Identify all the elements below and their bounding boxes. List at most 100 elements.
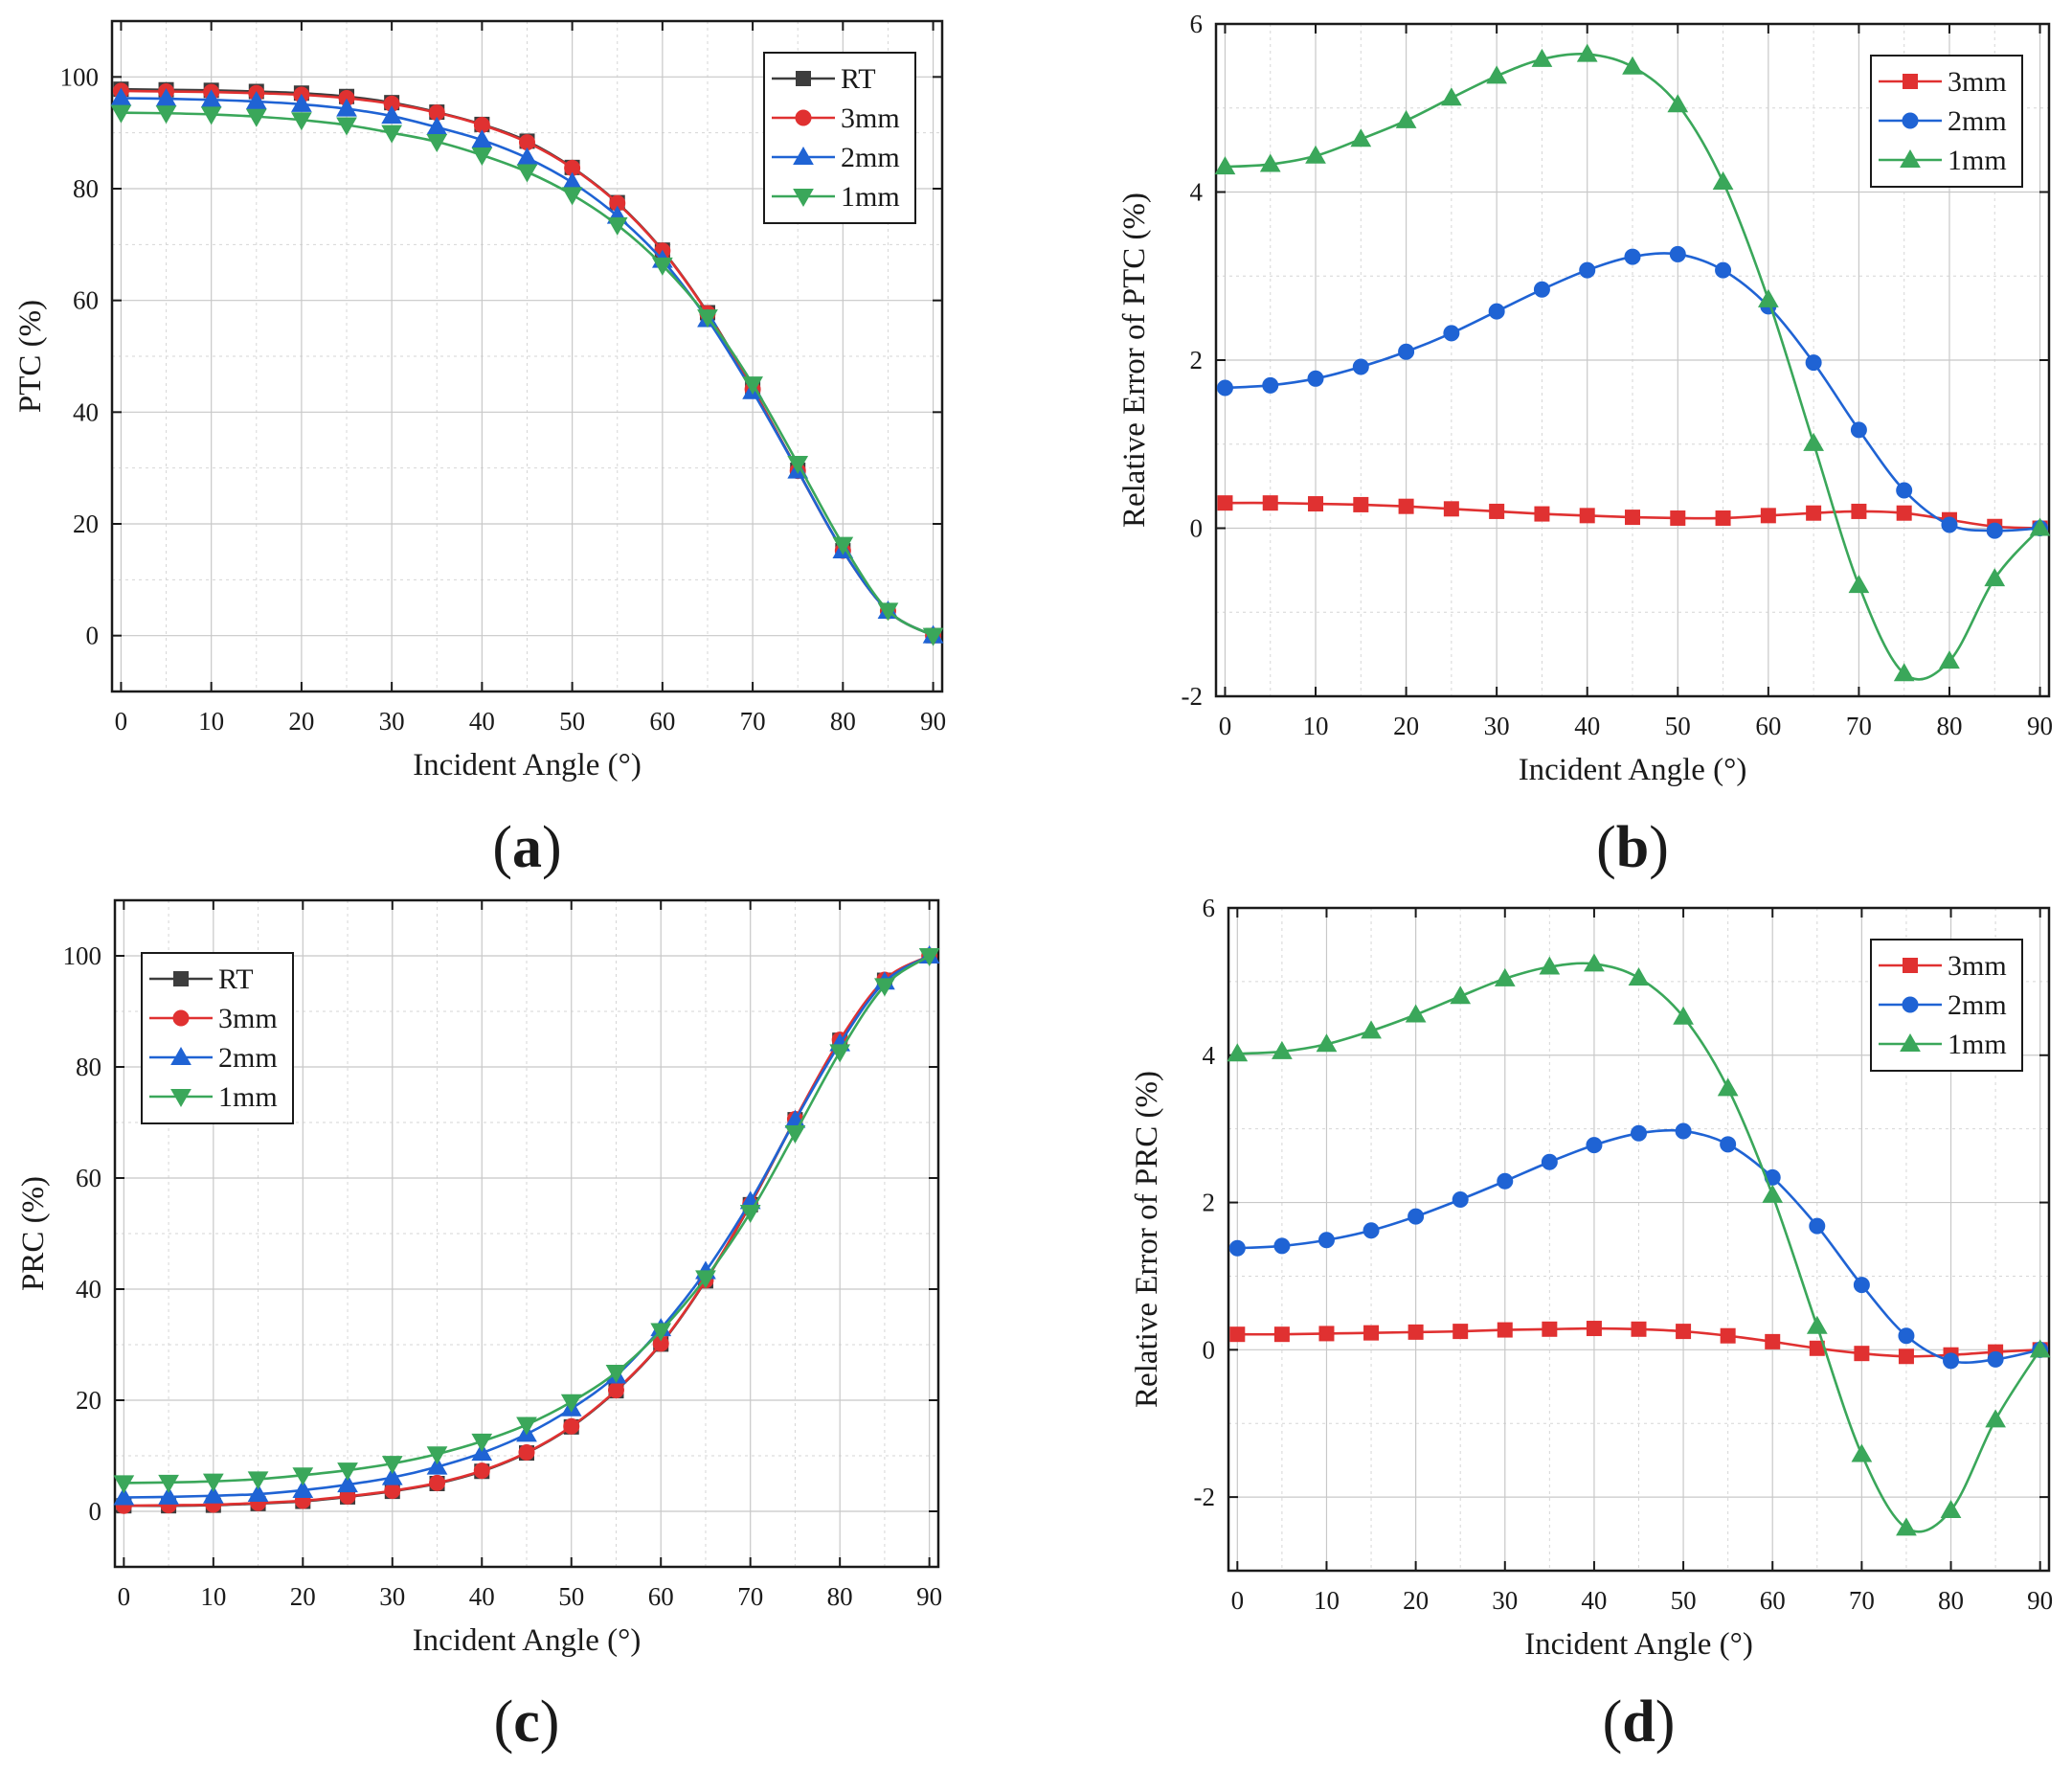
data-point-2mm bbox=[1805, 354, 1822, 372]
data-point-2mm bbox=[1941, 516, 1958, 533]
x-tick-label: 40 bbox=[469, 707, 495, 736]
data-point-2mm bbox=[245, 90, 267, 109]
data-point-1mm bbox=[155, 105, 177, 125]
data-point-1mm bbox=[1848, 575, 1870, 594]
x-tick-label: 0 bbox=[1231, 1586, 1245, 1615]
x-tick-label: 20 bbox=[1403, 1586, 1429, 1615]
data-point-1mm bbox=[605, 1365, 627, 1384]
x-tick-label: 0 bbox=[115, 707, 128, 736]
data-point-1mm bbox=[1712, 170, 1734, 190]
data-point-2mm bbox=[426, 1456, 448, 1475]
data-point-2mm bbox=[1987, 1350, 2004, 1368]
panel-label: (a) bbox=[492, 815, 561, 880]
data-point-1mm bbox=[606, 216, 628, 236]
data-point-1mm bbox=[200, 106, 222, 125]
legend-marker-3mm bbox=[1903, 958, 1918, 973]
x-tick-label: 30 bbox=[379, 707, 405, 736]
data-point-1mm bbox=[2029, 517, 2051, 536]
x-tick-label: 40 bbox=[1581, 1586, 1607, 1615]
data-point-3mm bbox=[1318, 1326, 1335, 1342]
data-point-1mm bbox=[381, 1456, 403, 1475]
plot-frame bbox=[1227, 906, 2051, 1573]
data-point-1mm bbox=[787, 456, 809, 475]
x-tick-label: 30 bbox=[379, 1582, 405, 1611]
data-point-2mm bbox=[1488, 303, 1505, 320]
y-tick-label: -2 bbox=[1194, 1483, 1216, 1511]
grid-lines bbox=[1216, 23, 2049, 697]
data-point-2mm bbox=[1352, 358, 1369, 375]
data-point-1mm bbox=[516, 164, 538, 183]
data-point-1mm bbox=[832, 536, 854, 555]
data-point-2mm bbox=[1720, 1136, 1737, 1153]
data-point-1mm bbox=[695, 1270, 716, 1289]
legend-marker-2mm bbox=[1902, 112, 1919, 129]
data-point-1mm bbox=[426, 134, 448, 153]
data-point-3mm bbox=[1534, 506, 1550, 522]
data-point-2mm bbox=[516, 147, 538, 166]
data-point-1mm bbox=[158, 1474, 179, 1493]
data-point-1mm bbox=[1806, 1315, 1828, 1334]
data-point-2mm bbox=[1443, 325, 1460, 342]
data-point-1mm bbox=[1803, 432, 1824, 451]
data-point-1mm bbox=[1762, 1184, 1784, 1203]
x-tick-label: 90 bbox=[2027, 712, 2053, 740]
data-point-3mm bbox=[1765, 1333, 1781, 1349]
data-point-3mm bbox=[1670, 510, 1686, 526]
data-point-3mm bbox=[1489, 503, 1505, 519]
data-point-2mm bbox=[1853, 1277, 1870, 1294]
x-tick-label: 40 bbox=[1574, 712, 1600, 740]
legend-label: 2mm bbox=[1948, 105, 2007, 137]
chart-panel-d: 0 10 20 30 40 50 60 70 80 90 -2 0 2 4 6 Incident Angle … bbox=[1130, 894, 2053, 1755]
data-point-1mm bbox=[292, 1467, 314, 1486]
data-point-3mm bbox=[518, 1444, 535, 1462]
legend-label: 2mm bbox=[1948, 989, 2007, 1021]
data-point-1mm bbox=[1851, 1443, 1873, 1462]
data-point-3mm bbox=[1898, 1349, 1914, 1365]
legend-marker-RT bbox=[796, 71, 811, 86]
data-point-3mm bbox=[1720, 1327, 1736, 1344]
x-tick-label: 80 bbox=[827, 1582, 853, 1611]
data-point-1mm bbox=[202, 1473, 224, 1492]
legend-label: RT bbox=[218, 963, 254, 995]
data-point-3mm bbox=[1625, 510, 1640, 526]
data-point-3mm bbox=[1715, 510, 1731, 526]
y-tick-label: 20 bbox=[73, 510, 99, 538]
data-point-1mm bbox=[651, 257, 673, 276]
data-point-1mm bbox=[110, 104, 132, 124]
y-tick-label: 0 bbox=[1203, 1335, 1216, 1364]
legend-marker-1mm bbox=[170, 1089, 191, 1108]
x-tick-label: 60 bbox=[1760, 1586, 1786, 1615]
data-point-1mm bbox=[1667, 94, 1689, 113]
data-point-1mm bbox=[471, 147, 493, 167]
x-tick-label: 40 bbox=[469, 1582, 495, 1611]
data-point-3mm bbox=[1353, 496, 1369, 512]
legend: RT 3mm 2mm 1mm bbox=[763, 52, 916, 224]
data-point-1mm bbox=[1622, 56, 1643, 75]
legend-label: 3mm bbox=[841, 102, 900, 134]
chart-panel-b: 0 10 20 30 40 50 60 70 80 90 -2 0 2 4 6 Incident Angle … bbox=[1117, 10, 2053, 880]
data-point-1mm bbox=[426, 1446, 448, 1465]
x-tick-label: 90 bbox=[920, 707, 946, 736]
panel-label: (c) bbox=[494, 1689, 560, 1755]
data-point-1mm bbox=[381, 125, 403, 144]
x-axis-title: Incident Angle (°) bbox=[413, 748, 642, 782]
series-1mm bbox=[110, 104, 944, 646]
legend: 3mm 2mm 1mm bbox=[1870, 939, 2023, 1072]
data-point-1mm bbox=[247, 1471, 269, 1490]
data-point-1mm bbox=[1214, 156, 1236, 175]
legend-marker-2mm bbox=[170, 1046, 191, 1065]
legend-marker-RT bbox=[173, 971, 189, 986]
x-tick-label: 30 bbox=[1484, 712, 1510, 740]
data-point-1mm bbox=[1395, 109, 1417, 128]
legend-marker-1mm bbox=[793, 189, 814, 208]
data-point-3mm bbox=[1631, 1321, 1647, 1337]
data-point-2mm bbox=[1318, 1232, 1335, 1249]
y-tick-label: 2 bbox=[1190, 346, 1204, 374]
x-axis-title: Incident Angle (°) bbox=[413, 1623, 642, 1658]
data-point-2mm bbox=[1898, 1327, 1915, 1345]
data-point-2mm bbox=[1363, 1222, 1380, 1239]
x-tick-label: 90 bbox=[2027, 1586, 2053, 1615]
data-point-1mm bbox=[1494, 967, 1516, 986]
data-point-1mm bbox=[922, 627, 944, 646]
panel-label: (d) bbox=[1603, 1689, 1676, 1755]
